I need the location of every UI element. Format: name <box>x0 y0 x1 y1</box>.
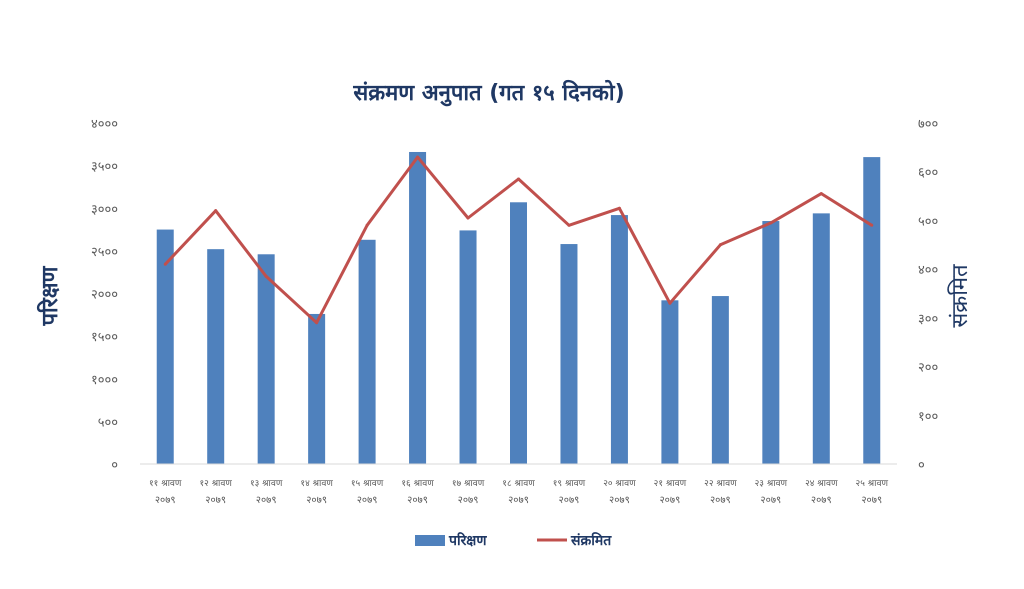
y2-tick-label: ३०० <box>918 312 938 327</box>
line-series <box>163 155 874 325</box>
y2-tick-label: ५०० <box>918 214 938 229</box>
x-tick-label: २५ श्रावण <box>856 479 889 489</box>
line-point <box>163 262 167 266</box>
y-tick-label: ४००० <box>91 117 118 132</box>
legend-label-bar: परिक्षण <box>448 532 487 549</box>
y-tick-label: ५०० <box>98 415 118 430</box>
y2-tick-label: ७०० <box>918 117 938 132</box>
bar <box>812 213 830 464</box>
y-axis-title: परिक्षण <box>36 265 63 326</box>
y2-axis-title: संक्रमित <box>947 264 973 328</box>
bar <box>308 313 326 464</box>
x-tick-year-label: २०७९ <box>458 495 479 506</box>
x-tick-label: १६ श्रावण <box>401 479 434 489</box>
bar <box>459 230 477 464</box>
x-tick-year-label: २०७९ <box>710 495 731 506</box>
y2-tick-label: २०० <box>918 361 938 376</box>
x-tick-label: १३ श्रावण <box>250 479 283 489</box>
bar <box>156 229 174 464</box>
y-tick-label: १००० <box>91 373 118 388</box>
y2-axis: ० १०० २०० ३०० ४०० ५०० ६०० ७०० <box>918 117 938 473</box>
y-axis: ० ५०० १००० १५०० २००० २५०० ३००० ३५०० ४००० <box>91 117 118 473</box>
x-tick-label: १९ श्रावण <box>553 479 586 489</box>
y2-tick-label: ६०० <box>918 166 938 181</box>
line-point <box>517 177 520 181</box>
line-point <box>819 192 823 196</box>
x-tick-year-label: २०७९ <box>861 495 882 506</box>
bar <box>610 215 628 464</box>
line-point <box>214 209 218 213</box>
x-tick-label: २० श्रावण <box>603 479 636 489</box>
line-point <box>769 221 773 225</box>
x-tick-label: १८ श्रावण <box>502 479 535 489</box>
x-tick-label: १२ श्रावण <box>199 479 232 489</box>
y-tick-label: २००० <box>91 288 118 303</box>
line-point <box>567 223 571 227</box>
y2-tick-label: १०० <box>918 409 938 424</box>
x-tick-year-label: २०७९ <box>811 495 832 506</box>
line-point <box>416 155 420 159</box>
x-tick-year-label: २०७९ <box>760 495 781 506</box>
line-point <box>315 321 319 325</box>
bar <box>560 244 578 464</box>
bar <box>762 221 780 464</box>
x-tick-label: १४ श्रावण <box>300 479 333 489</box>
y2-tick-label: ४०० <box>918 263 938 278</box>
chart-title: संक्रमण अनुपात (गत १५ दिनको) <box>352 79 624 107</box>
y-tick-label: ० <box>111 458 118 473</box>
x-tick-year-label: २०७९ <box>306 495 327 506</box>
x-tick-label: १५ श्रावण <box>351 479 384 489</box>
x-tick-label: २२ श्रावण <box>704 479 737 489</box>
y-tick-label: २५०० <box>91 245 118 260</box>
x-tick-year-label: २०७९ <box>256 495 277 506</box>
x-tick-year-label: २०७९ <box>155 495 176 506</box>
x-tick-label: १७ श्रावण <box>452 479 485 489</box>
line-point <box>617 206 621 210</box>
x-tick-year-label: २०७९ <box>559 495 580 506</box>
bar-series <box>156 151 881 465</box>
line-point <box>466 216 470 220</box>
bar <box>863 157 881 464</box>
x-tick-label: २४ श्रावण <box>805 479 838 489</box>
bar <box>358 239 376 464</box>
legend: परिक्षण संक्रमित <box>415 532 612 549</box>
legend-swatch-bar <box>415 535 445 546</box>
x-tick-label: २३ श्रावण <box>755 479 788 489</box>
y-tick-label: १५०० <box>91 330 118 345</box>
line-point <box>264 274 268 278</box>
bar <box>257 254 275 464</box>
x-tick-year-label: २०७९ <box>357 495 378 506</box>
bar <box>510 202 527 464</box>
x-tick-year-label: २०७९ <box>659 495 680 506</box>
line-point <box>718 243 722 247</box>
bar <box>711 296 729 464</box>
y2-tick-label: ० <box>918 458 925 473</box>
x-tick-year-label: २०७९ <box>609 495 630 506</box>
bar <box>661 300 679 464</box>
bar <box>207 249 225 464</box>
line-point <box>365 223 369 227</box>
x-tick-label: ११ श्रावण <box>149 479 182 489</box>
line-point <box>870 223 874 227</box>
line-point <box>668 301 672 305</box>
x-tick-year-label: २०७९ <box>508 495 529 506</box>
x-tick-year-label: २०७९ <box>407 495 428 506</box>
x-tick-year-label: २०७९ <box>205 495 226 506</box>
y-tick-label: ३००० <box>91 202 118 217</box>
y-tick-label: ३५०० <box>91 160 118 175</box>
x-tick-label: २१ श्रावण <box>654 479 687 489</box>
legend-label-line: संक्रमित <box>570 532 612 549</box>
bar <box>409 151 427 465</box>
x-axis: ११ श्रावण २०७९ १२ श्रावण २०७९ १३ श्रावण २०७९ १… <box>149 479 888 506</box>
